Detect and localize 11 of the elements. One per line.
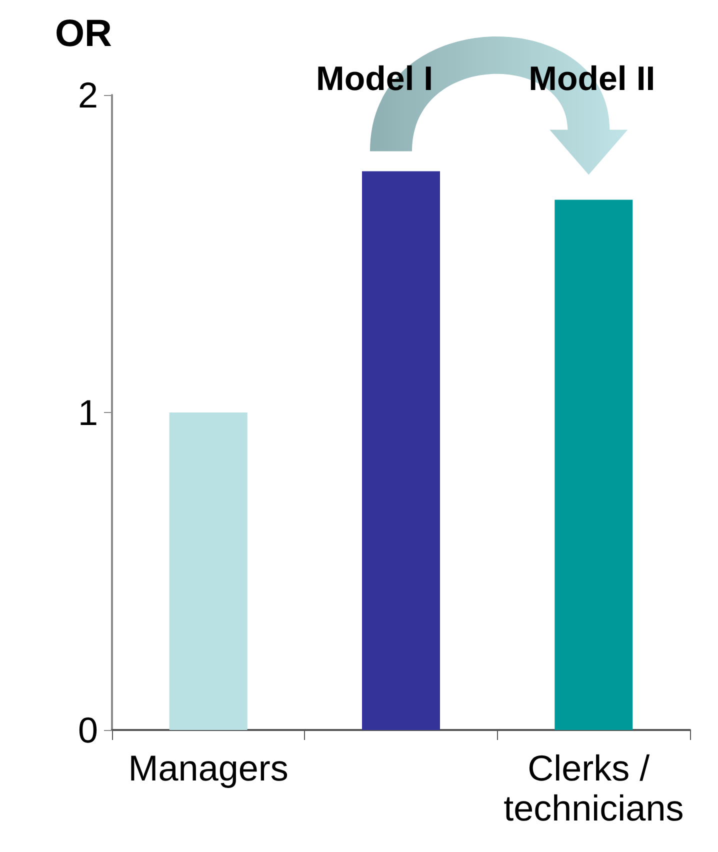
annotation: Model I bbox=[316, 60, 434, 98]
x-tick-label: Clerks / technicians bbox=[504, 748, 684, 828]
bar bbox=[362, 171, 440, 730]
y-tick-label: 2 bbox=[78, 74, 98, 116]
annotation: Model II bbox=[528, 60, 656, 98]
y-axis-title: OR bbox=[55, 13, 112, 55]
y-tick-label: 0 bbox=[78, 710, 98, 750]
bar bbox=[554, 200, 633, 730]
bar bbox=[169, 412, 248, 730]
x-tick-label: Managers bbox=[128, 748, 288, 788]
y-tick-label: 1 bbox=[78, 392, 98, 433]
